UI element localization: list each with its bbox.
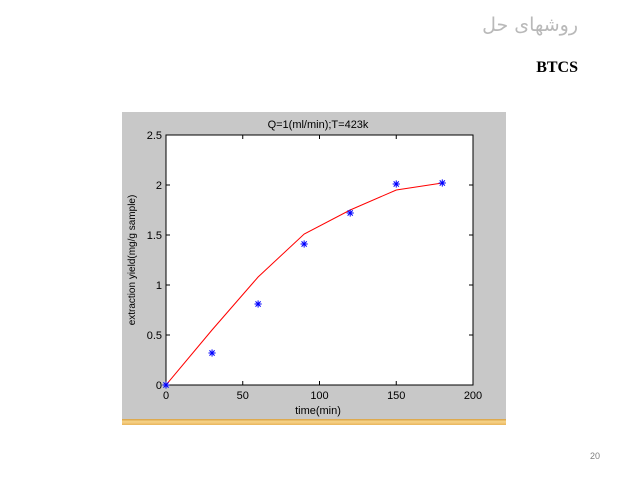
y-tick-label: 1 <box>156 280 162 292</box>
x-tick-label: 0 <box>163 390 169 402</box>
chart-title: Q=1(ml/min);T=423k <box>268 119 369 131</box>
x-tick-label: 150 <box>387 390 405 402</box>
y-tick-label: 0 <box>156 380 162 392</box>
data-point-asterisk <box>392 180 400 188</box>
asterisk-stroke <box>347 210 354 216</box>
data-point-asterisk <box>162 381 170 389</box>
y-tick-label: 2.5 <box>147 130 162 142</box>
plot-area <box>165 134 474 386</box>
chart-svg: Q=1(ml/min);T=423k 0 50 100 150 200 0 0.5 1 1.5 2… <box>127 119 482 417</box>
x-tick-label: 50 <box>237 390 249 402</box>
data-point-asterisk <box>254 300 262 308</box>
x-tick-label: 200 <box>464 390 482 402</box>
y-axis-label: extraction yield(mg/g sample) <box>127 195 138 326</box>
slide-subtitle: BTCS <box>536 59 578 76</box>
x-tick-label: 100 <box>310 390 328 402</box>
data-point-asterisk <box>300 240 308 248</box>
x-axis-label: time(min) <box>295 405 341 417</box>
y-tick-label: 2 <box>156 180 162 192</box>
figure-panel: Q=1(ml/min);T=423k 0 50 100 150 200 0 0.5 1 1.5 2… <box>122 112 506 420</box>
slide-title: روشهای حل <box>482 14 578 36</box>
asterisk-stroke <box>301 241 308 247</box>
y-tick-label: 0.5 <box>147 330 162 342</box>
asterisk-stroke <box>163 382 169 388</box>
data-point-asterisk <box>208 349 216 357</box>
data-point-asterisk <box>346 209 354 217</box>
asterisk-stroke <box>209 350 215 356</box>
page-number: 20 <box>589 451 600 461</box>
asterisk-stroke <box>393 181 400 187</box>
footer-rule <box>122 419 506 425</box>
asterisk-stroke <box>255 301 262 307</box>
data-point-asterisk <box>438 179 446 187</box>
asterisk-stroke <box>439 180 446 186</box>
model-line-series <box>165 182 443 386</box>
y-tick-label: 1.5 <box>147 230 162 242</box>
